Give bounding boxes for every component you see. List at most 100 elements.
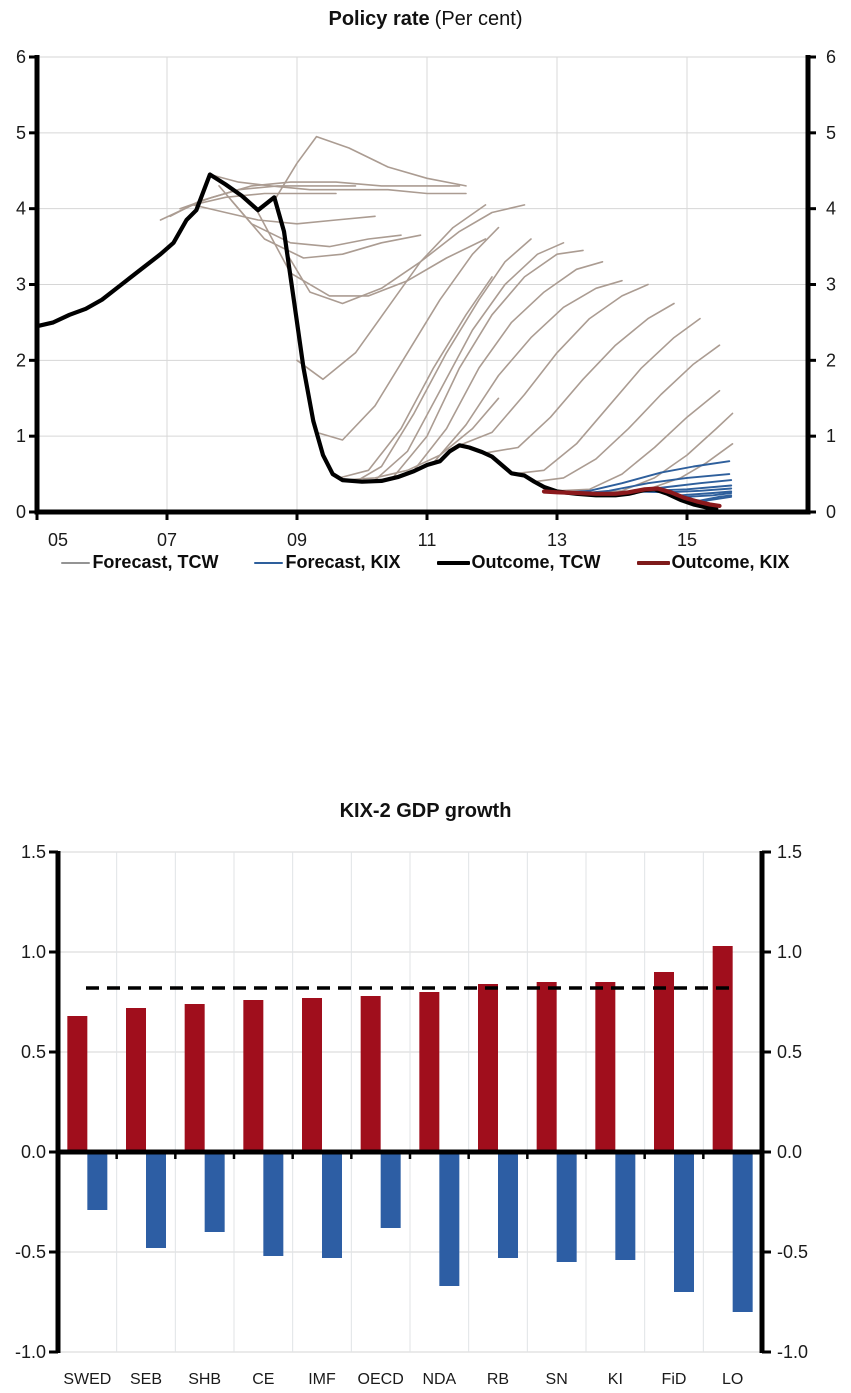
policy-rate-title: Policy rate (Per cent) (0, 8, 851, 31)
forecast-tcw-line (341, 397, 500, 481)
forecast-tcw-line (179, 181, 461, 210)
left-y-tick-label: -0.5 (15, 1242, 46, 1262)
legend-label: Outcome, KIX (671, 552, 790, 572)
x-tick-label: 05 (48, 530, 68, 550)
bar-negative-RB (498, 1152, 518, 1258)
forecast-tcw-line-swatch (61, 561, 91, 564)
category-label-IMF: IMF (308, 1371, 336, 1388)
x-tick-label: 15 (677, 530, 697, 550)
category-label-CE: CE (252, 1371, 274, 1388)
bar-positive-SWED (67, 1016, 88, 1152)
outcome-kix-line (541, 486, 722, 508)
forecast-tcw-line (484, 302, 675, 454)
policy-rate-subtitle: (Per cent) (434, 8, 523, 30)
right-y-tick-label: 1.0 (777, 942, 802, 962)
bar-positive-FiD (654, 972, 674, 1152)
bar-positive-SHB (184, 1004, 205, 1152)
forecast-tcw-line (432, 279, 623, 464)
x-tick-label: 11 (418, 530, 437, 550)
right-y-tick-label: 0.0 (777, 1142, 802, 1162)
bar-positive-OECD (360, 996, 381, 1152)
bar-positive-RB (478, 984, 498, 1152)
legend-label: Forecast, KIX (285, 552, 401, 572)
category-label-SEB: SEB (130, 1371, 162, 1388)
left-y-tick-label: 0.0 (21, 1142, 46, 1162)
right-y-tick-label: 6 (826, 47, 836, 67)
bar-negative-SHB (204, 1152, 225, 1232)
forecast-tcw-line (275, 135, 467, 199)
legend-item-outcome-tcw: Outcome, TCW (436, 552, 601, 573)
forecast-tcw-line (533, 344, 721, 483)
policy-rate-chart: 0 01 12 23 34 45 56 605 07 09 11 13 15 (16, 47, 836, 550)
bar-negative-NDA (439, 1152, 460, 1286)
forecast-tcw-line (231, 200, 422, 259)
forecast-tcw-line (296, 204, 487, 381)
category-label-FiD: FiD (662, 1371, 687, 1388)
category-label-KI: KI (608, 1371, 623, 1388)
x-tick-label: 13 (547, 530, 567, 550)
bar-positive-NDA (419, 992, 440, 1152)
policy-rate-title-text: Policy rate (328, 8, 430, 30)
kix2-gdp-chart: 1.5 1.5 1.0 1.0 0.5 0.5 0.0 0.0 -0.5 -0.5 -1.0 -1.0… (15, 842, 808, 1388)
forecast-tcw-line (458, 283, 649, 447)
forecast-tcw-line (588, 412, 734, 494)
left-y-tick-label: 6 (16, 47, 26, 67)
forecast-tcw-line (315, 226, 500, 441)
left-y-tick-label: -1.0 (15, 1342, 46, 1362)
category-label-SWED: SWED (63, 1371, 111, 1388)
bar-negative-FiD (674, 1152, 694, 1292)
right-y-tick-label: 2 (826, 350, 836, 370)
bar-negative-OECD (380, 1152, 401, 1228)
left-y-tick-label: 1.5 (21, 842, 46, 862)
right-y-tick-label: 4 (826, 199, 836, 219)
category-label-SN: SN (546, 1371, 568, 1388)
forecast-tcw-line (374, 242, 565, 481)
bar-negative-SWED (87, 1152, 108, 1210)
legend-item-forecast-kix: Forecast, KIX (254, 552, 401, 573)
right-y-tick-label: 0 (826, 502, 836, 522)
bar-negative-CE (263, 1152, 284, 1256)
forecast-tcw-line (393, 249, 584, 477)
policy-rate-legend: Forecast, TCW Forecast, KIX Outcome, TCW… (0, 552, 851, 573)
bar-negative-SN (556, 1152, 577, 1262)
kix2-gdp-title: KIX-2 GDP growth (0, 800, 851, 823)
bar-positive-SEB (126, 1008, 146, 1152)
left-y-tick-label: 1.0 (21, 942, 46, 962)
forecast-tcw-line (354, 238, 532, 483)
x-tick-label: 09 (287, 530, 307, 550)
forecast-tcw-line (338, 276, 493, 479)
legend-item-outcome-kix: Outcome, KIX (636, 552, 790, 573)
kix2-gdp-title-text: KIX-2 GDP growth (339, 800, 512, 822)
right-y-tick-label: 5 (826, 123, 836, 143)
forecast-kix-line (634, 487, 733, 494)
legend-label: Forecast, TCW (92, 552, 219, 572)
outcome-kix-line-swatch (636, 560, 670, 565)
outcome-tcw-line-swatch (436, 560, 470, 565)
bar-positive-SN (536, 982, 557, 1152)
legend-label: Outcome, TCW (471, 552, 601, 572)
bar-positive-LO (712, 946, 733, 1152)
right-y-tick-label: 3 (826, 275, 836, 295)
right-y-tick-label: 1.5 (777, 842, 802, 862)
category-label-OECD: OECD (358, 1371, 404, 1388)
category-label-LO: LO (722, 1371, 743, 1388)
right-y-tick-label: -0.5 (777, 1242, 808, 1262)
right-y-tick-label: 1 (826, 426, 836, 446)
category-label-RB: RB (487, 1371, 509, 1388)
category-label-NDA: NDA (422, 1371, 456, 1388)
left-y-tick-label: 3 (16, 275, 26, 295)
legend-item-forecast-tcw: Forecast, TCW (61, 552, 218, 573)
bar-positive-IMF (302, 998, 322, 1152)
forecast-tcw-line (413, 260, 604, 472)
bar-negative-SEB (146, 1152, 166, 1248)
right-y-tick-label: 0.5 (777, 1042, 802, 1062)
forecast-tcw-line (556, 389, 721, 492)
forecast-tcw-line (286, 204, 526, 305)
bar-positive-CE (243, 1000, 264, 1152)
bar-positive-KI (595, 982, 616, 1152)
forecast-tcw-line (510, 317, 701, 475)
left-y-tick-label: 4 (16, 199, 26, 219)
bar-negative-LO (732, 1152, 753, 1312)
left-y-tick-label: 0.5 (21, 1042, 46, 1062)
